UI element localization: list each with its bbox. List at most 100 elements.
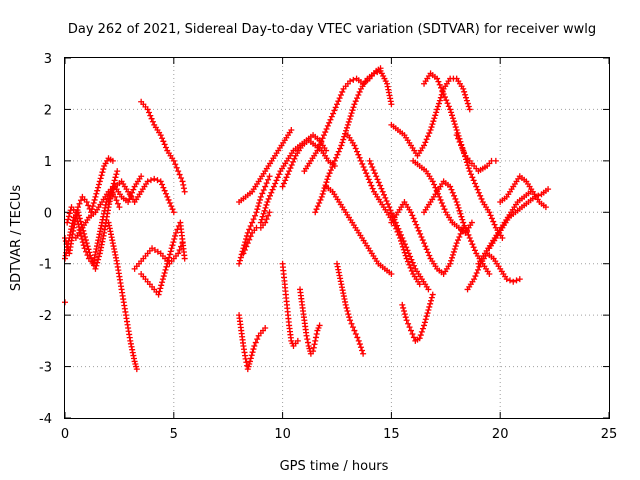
data-point — [266, 192, 273, 199]
data-point — [312, 209, 319, 216]
data-point — [432, 112, 439, 119]
data-point — [473, 183, 480, 190]
y-tick-label: 2 — [44, 103, 52, 118]
data-point — [169, 242, 176, 249]
data-point — [316, 200, 323, 207]
data-point — [164, 193, 171, 200]
data-point — [453, 127, 460, 133]
data-point — [249, 219, 256, 226]
data-point — [449, 251, 456, 258]
y-tick-label: -3 — [39, 361, 52, 376]
data-point — [465, 165, 472, 172]
data-point — [470, 177, 477, 184]
data-point — [348, 110, 355, 117]
data-point — [112, 193, 119, 200]
data-point — [256, 196, 263, 203]
data-point — [160, 273, 167, 280]
data-point — [111, 177, 118, 184]
data-point — [488, 215, 495, 222]
data-point — [313, 206, 320, 213]
data-point — [95, 253, 102, 260]
data-point — [403, 255, 410, 262]
data-point — [465, 231, 472, 238]
data-point — [396, 228, 403, 235]
data-point — [327, 167, 334, 174]
data-point — [395, 225, 402, 232]
data-point — [276, 171, 283, 178]
series-arc19 — [301, 65, 384, 175]
data-point — [366, 157, 373, 164]
data-point — [319, 135, 326, 142]
data-point — [247, 233, 254, 240]
data-point — [166, 200, 173, 207]
data-point — [356, 88, 363, 95]
data-point — [89, 203, 96, 210]
series-arc6 — [105, 219, 140, 373]
data-point — [291, 155, 298, 162]
data-point — [338, 142, 345, 149]
data-point — [355, 151, 362, 158]
data-point — [491, 221, 498, 228]
data-point — [112, 174, 119, 181]
data-point — [331, 157, 338, 164]
data-point — [434, 75, 441, 82]
data-point — [444, 100, 451, 107]
data-point — [419, 325, 426, 332]
data-point — [510, 278, 517, 285]
data-point — [242, 355, 249, 362]
data-point — [78, 236, 85, 243]
data-point — [176, 247, 183, 253]
data-point — [429, 178, 436, 185]
data-point — [431, 181, 438, 188]
data-point — [542, 204, 549, 211]
data-point — [125, 199, 132, 205]
x-tick-label: 5 — [170, 427, 178, 442]
data-point — [354, 95, 361, 102]
data-point — [173, 164, 180, 171]
data-point — [435, 103, 442, 110]
data-point — [409, 259, 416, 266]
data-point — [342, 301, 349, 308]
data-point — [516, 276, 523, 283]
data-point — [351, 327, 358, 334]
data-point — [427, 300, 434, 307]
data-point — [378, 185, 385, 192]
data-point — [159, 135, 166, 142]
data-point — [280, 180, 287, 187]
data-point — [414, 224, 421, 231]
data-point — [474, 186, 481, 193]
data-point — [371, 170, 378, 177]
data-point — [466, 106, 473, 113]
data-point — [316, 322, 323, 329]
data-point — [113, 197, 120, 204]
data-point — [178, 243, 185, 250]
data-point — [448, 186, 455, 193]
data-point — [165, 196, 172, 203]
data-point — [453, 240, 460, 247]
data-point — [80, 242, 87, 249]
axis-ticks: 0 5 10 15 20 25 -4 -3 -2 -1 0 1 2 3 — [39, 52, 617, 442]
data-point — [350, 76, 357, 83]
data-point — [247, 223, 254, 229]
data-point — [149, 118, 156, 125]
data-point — [374, 176, 381, 183]
data-point — [448, 257, 455, 264]
data-point — [407, 327, 414, 334]
data-point — [490, 218, 497, 225]
data-point — [349, 107, 356, 114]
data-point — [445, 103, 452, 110]
data-point — [268, 189, 275, 196]
data-point — [456, 233, 463, 240]
data-point — [401, 241, 408, 248]
data-point — [83, 248, 90, 255]
data-point — [406, 324, 413, 331]
data-point — [434, 106, 441, 113]
data-point — [406, 261, 413, 268]
series-arc22 — [334, 260, 367, 357]
data-point — [463, 97, 470, 104]
x-axis-label: GPS time / hours — [280, 459, 389, 474]
data-point — [456, 207, 463, 214]
data-point — [449, 115, 456, 122]
data-point — [324, 176, 331, 183]
data-point — [294, 337, 301, 344]
